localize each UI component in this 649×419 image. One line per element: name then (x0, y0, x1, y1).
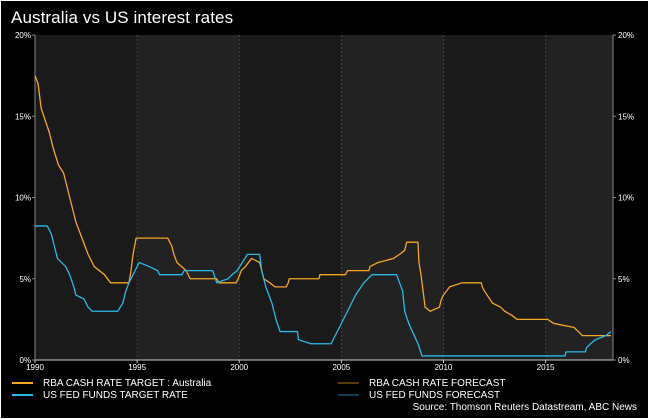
y-tick-label-right: 20% (618, 31, 634, 40)
legend-swatch-rba (12, 382, 33, 384)
y-tick-label-right: 5% (618, 275, 630, 284)
x-tick-label: 2010 (435, 363, 453, 372)
legend-label-fed-forecast: US FED FUNDS FORECAST (369, 389, 501, 401)
y-tick-label-left: 10% (15, 194, 31, 203)
y-tick-label-right: 10% (618, 194, 634, 203)
y-tick-label-right: 15% (618, 112, 634, 121)
x-tick-label: 1995 (128, 363, 146, 372)
x-tick-label: 2015 (537, 363, 555, 372)
legend-label-rba: RBA CASH RATE TARGET : Australia (43, 377, 212, 389)
plot-band (137, 35, 240, 360)
x-tick-label: 1990 (26, 363, 44, 372)
source-note: Source: Thomson Reuters Datastream, ABC … (412, 402, 637, 413)
plot-band (443, 35, 546, 360)
legend-item-fed-forecast: US FED FUNDS FORECAST (338, 389, 500, 401)
y-tick-label-left: 20% (15, 31, 31, 40)
legend-label-fed: US FED FUNDS TARGET RATE (43, 389, 188, 401)
series-line-rba (34, 75, 611, 337)
y-tick-label-left: 0% (19, 356, 31, 365)
plot-band (35, 35, 138, 360)
x-tick-label: 2000 (230, 363, 248, 372)
plot-band (239, 35, 342, 360)
series-line-fed (35, 225, 612, 357)
y-tick-label-right: 0% (618, 356, 630, 365)
legend-label-rba-forecast: RBA CASH RATE FORECAST (369, 377, 506, 389)
legend-swatch-fed (12, 394, 33, 396)
legend-item-rba: RBA CASH RATE TARGET : Australia (12, 377, 211, 389)
y-tick-label-left: 15% (15, 112, 31, 121)
legend-swatch-rba-forecast (338, 382, 359, 384)
plot-band (545, 35, 613, 360)
plot-band (341, 35, 444, 360)
legend-swatch-fed-forecast (338, 394, 359, 396)
legend-item-fed: US FED FUNDS TARGET RATE (12, 389, 188, 401)
chart-title: Australia vs US interest rates (11, 8, 234, 27)
x-tick-label: 2005 (332, 363, 350, 372)
y-tick-label-left: 5% (19, 275, 31, 284)
legend-item-rba-forecast: RBA CASH RATE FORECAST (338, 377, 506, 389)
